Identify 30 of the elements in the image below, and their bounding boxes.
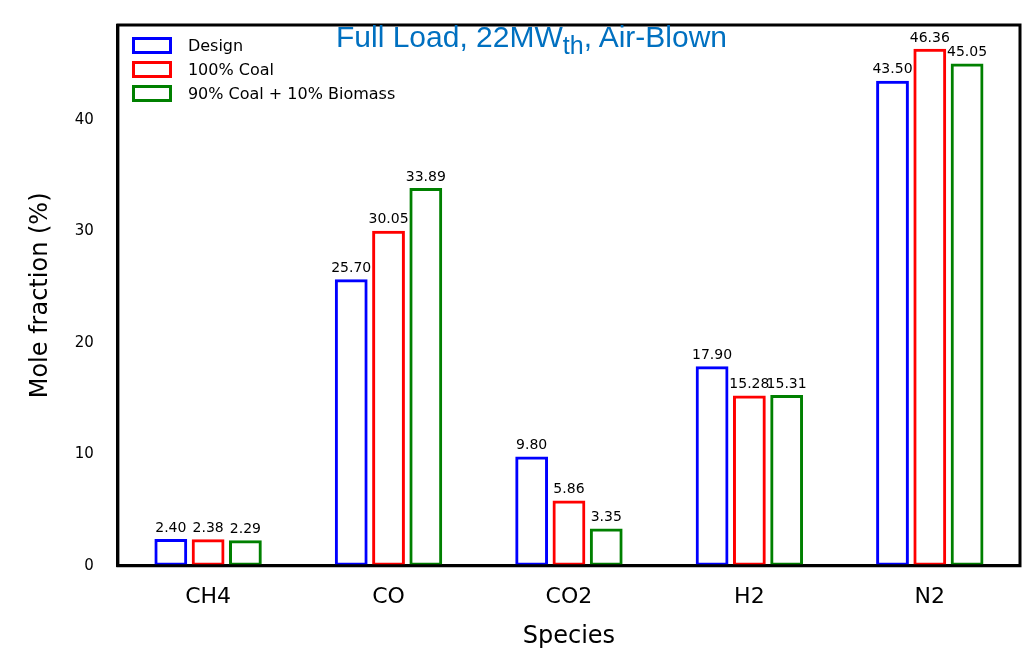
legend-label: 100% Coal [187, 59, 274, 79]
x-tick-label: CH4 [185, 582, 232, 608]
data-label: 9.80 [516, 436, 548, 453]
legend-label: 90% Coal + 10% Biomass [187, 83, 396, 103]
y-tick-label: 30 [74, 221, 94, 240]
data-label: 45.05 [947, 43, 988, 60]
chart-title: Full Load, 22MW$_{th}$, Air-Blown [336, 20, 728, 60]
x-tick-label: H2 [734, 582, 765, 608]
data-label: 3.35 [590, 508, 622, 525]
legend-label: Design [187, 35, 244, 55]
data-label: 25.70 [331, 258, 372, 275]
x-tick-label: CO2 [545, 582, 593, 608]
data-label: 17.90 [692, 345, 733, 362]
y-axis-title: Mole fraction (%) [24, 192, 53, 399]
data-label: 2.29 [229, 519, 261, 536]
y-tick-label: 10 [74, 444, 94, 463]
data-label: 33.89 [405, 167, 446, 184]
x-tick-label: N2 [914, 582, 946, 608]
y-tick-label: 0 [84, 555, 94, 574]
data-label: 43.50 [872, 60, 913, 77]
data-label: 5.86 [553, 480, 585, 497]
data-label: 2.40 [155, 518, 187, 535]
y-tick-label: 20 [74, 332, 94, 351]
x-tick-label: CO [372, 582, 405, 608]
data-label: 46.36 [909, 28, 950, 45]
y-tick-label: 40 [74, 109, 94, 128]
data-label: 30.05 [368, 210, 409, 227]
x-axis-title: Species [522, 620, 616, 649]
data-label: 2.38 [192, 518, 224, 535]
data-label: 15.28 [729, 375, 770, 392]
